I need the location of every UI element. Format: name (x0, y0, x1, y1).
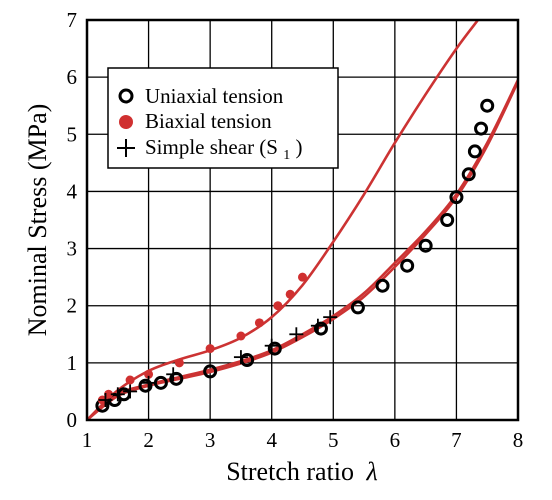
uniaxial-point (169, 371, 184, 386)
biaxial-point (144, 369, 154, 379)
legend-marker-biaxial (119, 115, 133, 129)
legend-label-shear-main: Simple shear (S (145, 135, 278, 159)
legend-box (107, 67, 339, 169)
y-tick-label: 1 (67, 351, 78, 375)
uniaxial-point (461, 167, 476, 182)
biaxial-model-curve (87, 20, 480, 420)
x-tick-label: 6 (390, 428, 401, 452)
legend: Uniaxial tension Biaxial tension Simple … (107, 67, 339, 169)
uniaxial-point (467, 144, 482, 159)
data-markers (95, 98, 495, 413)
biaxial-point (273, 301, 283, 311)
biaxial-point (254, 318, 264, 328)
y-tick-label: 2 (67, 294, 78, 318)
plot-frame (85, 18, 520, 422)
legend-marker-uniaxial (118, 88, 134, 104)
biaxial-point (205, 344, 215, 354)
uniaxial-point (203, 364, 218, 379)
x-tick-label: 1 (82, 428, 93, 452)
biaxial-point (125, 375, 135, 385)
uniaxial-point (418, 238, 433, 253)
shear-point (123, 384, 138, 399)
y-tick-label: 5 (67, 122, 78, 146)
uniaxial-point (375, 278, 390, 293)
shear-point (141, 375, 156, 390)
biaxial-point (236, 331, 246, 341)
y-axis-title: Nominal Stress (MPa) (23, 104, 52, 337)
shear-point (289, 327, 304, 342)
uniaxial-point (440, 213, 455, 227)
shear-point (264, 338, 279, 353)
y-tick-label: 4 (67, 179, 78, 203)
shear-point (233, 350, 248, 365)
x-tick-label: 7 (451, 428, 462, 452)
x-axis-title-text: Stretch ratio (226, 457, 354, 486)
x-axis-title: Stretch ratio λ (226, 457, 378, 486)
uniaxial-point (474, 121, 489, 136)
shear-point (166, 367, 181, 382)
x-axis-title-symbol: λ (366, 457, 378, 486)
uniaxial-point (267, 341, 282, 356)
y-tick-label: 6 (67, 65, 78, 89)
legend-label-shear-sub: 1 (283, 148, 290, 163)
x-tick-label: 8 (513, 428, 524, 452)
shear-point (110, 387, 125, 402)
uniaxial-point (313, 321, 328, 336)
legend-label-biaxial: Biaxial tension (145, 109, 272, 133)
uniaxial-point (480, 98, 495, 113)
biaxial-point (174, 358, 184, 368)
uniaxial-point (400, 258, 415, 273)
biaxial-point (285, 289, 295, 299)
uniaxial-point (138, 378, 153, 393)
shear-model-curve (87, 81, 518, 420)
uniaxial-point (449, 190, 464, 205)
biaxial-point (298, 272, 307, 282)
legend-label-uniaxial: Uniaxial tension (145, 84, 284, 108)
legend-marker-shear (117, 139, 135, 157)
shear-point (310, 318, 325, 333)
y-tick-label: 0 (67, 408, 78, 432)
legend-label-shear-end: ) (295, 135, 302, 159)
legend-label-shear: Simple shear (S 1 ) (145, 135, 302, 164)
y-tick-label: 7 (67, 8, 78, 32)
shear-point (323, 310, 338, 325)
x-tick-label: 3 (205, 428, 216, 452)
uniaxial-point (350, 300, 365, 315)
shear-point (98, 393, 113, 407)
y-tick-label: 3 (67, 237, 78, 261)
x-tick-label: 5 (328, 428, 339, 452)
x-tick-label: 2 (143, 428, 154, 452)
x-tick-label: 4 (266, 428, 277, 452)
